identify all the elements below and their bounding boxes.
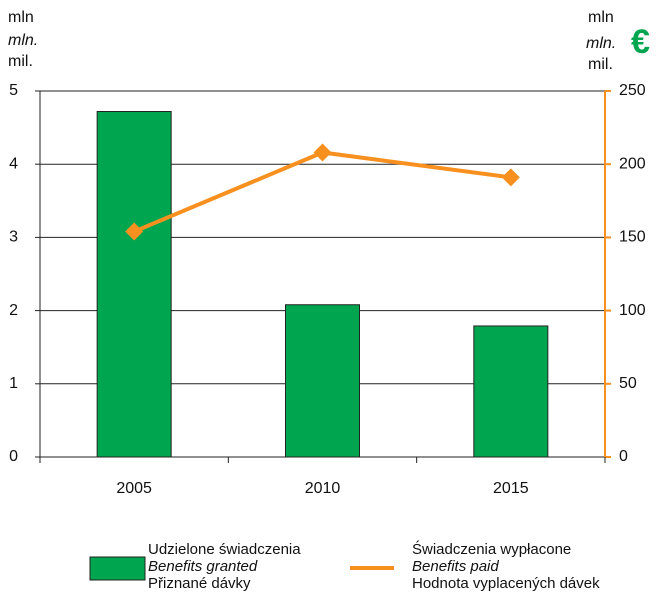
y2-tick-label: 150 <box>619 229 646 246</box>
legend-label: Świadczenia wypłacone <box>412 540 571 558</box>
legend-label: Přiznané dávky <box>148 575 251 592</box>
y-unit: mil. <box>8 53 33 70</box>
y2-tick-label: 100 <box>619 302 646 319</box>
legend-label: Hodnota vyplacených dávek <box>412 575 600 592</box>
bar <box>96 110 172 458</box>
legend-swatch <box>89 556 146 581</box>
y-tick-label: 5 <box>9 82 18 99</box>
y-tick-label: 2 <box>9 302 18 319</box>
marker <box>125 222 144 241</box>
y-tick-label: 3 <box>9 229 18 246</box>
y-unit: mln. <box>8 32 38 49</box>
y2-unit: mln. <box>586 35 616 52</box>
bar <box>473 325 549 458</box>
y-tick-label: 0 <box>9 448 18 465</box>
marker <box>501 168 520 187</box>
x-tick-label: 2015 <box>493 480 529 497</box>
y2-tick-label: 200 <box>619 155 646 172</box>
x-tick-label: 2010 <box>305 480 341 497</box>
y2-tick-label: 250 <box>619 82 646 99</box>
y2-unit: mil. <box>588 56 613 73</box>
y2-tick-label: 50 <box>619 375 637 392</box>
legend-label: Benefits granted <box>148 558 258 575</box>
y-tick-label: 4 <box>9 155 18 172</box>
legend-label: Udzielone świadczenia <box>148 541 301 558</box>
y-unit: mln <box>8 9 34 26</box>
marker <box>313 143 332 162</box>
bar <box>285 304 360 458</box>
y2-unit: mln <box>588 9 614 26</box>
y2-tick-label: 0 <box>619 448 628 465</box>
y-tick-label: 1 <box>9 375 18 392</box>
currency: € <box>631 23 650 61</box>
x-tick-label: 2005 <box>116 480 152 497</box>
legend-label: Benefits paid <box>412 558 499 575</box>
